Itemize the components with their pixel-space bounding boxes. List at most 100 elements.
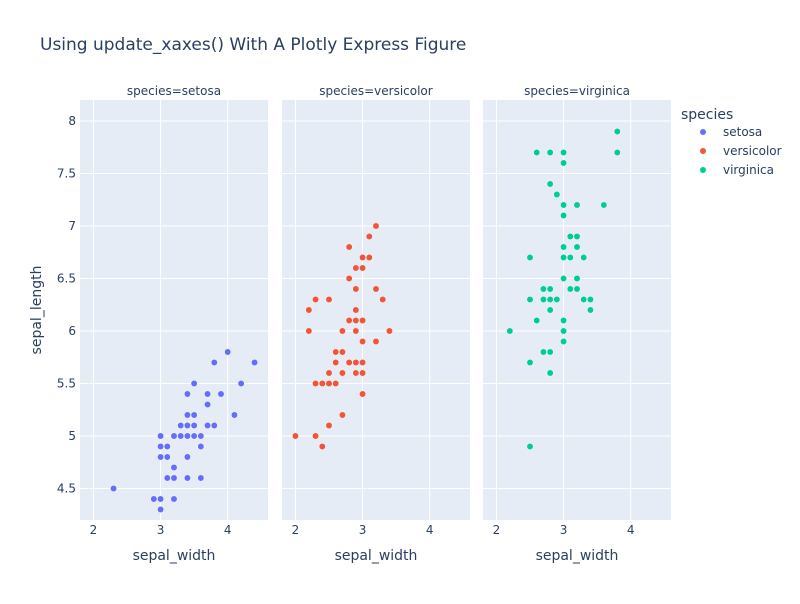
data-point[interactable] <box>345 243 353 251</box>
data-point[interactable] <box>539 296 547 303</box>
data-point[interactable] <box>560 212 568 219</box>
data-point[interactable] <box>533 149 541 156</box>
data-point[interactable] <box>359 369 367 377</box>
data-point[interactable] <box>560 275 568 282</box>
data-point[interactable] <box>210 359 218 366</box>
data-point[interactable] <box>170 464 178 471</box>
data-point[interactable] <box>600 201 608 209</box>
data-point[interactable] <box>183 432 191 440</box>
data-point[interactable] <box>291 432 299 440</box>
data-point[interactable] <box>177 432 185 440</box>
data-point[interactable] <box>560 317 568 324</box>
data-point[interactable] <box>359 338 367 345</box>
data-point[interactable] <box>379 296 387 303</box>
data-point[interactable] <box>305 306 313 314</box>
data-point[interactable] <box>190 380 198 387</box>
data-point[interactable] <box>566 233 574 240</box>
data-point[interactable] <box>338 411 346 419</box>
data-point[interactable] <box>251 359 259 366</box>
data-point[interactable] <box>546 285 554 293</box>
data-point[interactable] <box>157 506 165 513</box>
data-point[interactable] <box>546 180 554 188</box>
data-point[interactable] <box>359 254 367 261</box>
data-point[interactable] <box>210 422 218 429</box>
legend-items[interactable]: setosa versicolor virginica <box>699 125 782 177</box>
data-point[interactable] <box>526 359 534 366</box>
data-point[interactable] <box>560 201 568 209</box>
data-point[interactable] <box>325 369 333 377</box>
data-point[interactable] <box>190 432 198 440</box>
data-point[interactable] <box>183 390 191 398</box>
data-point[interactable] <box>365 233 373 240</box>
data-point[interactable] <box>157 432 165 440</box>
data-point[interactable] <box>526 296 534 303</box>
data-point[interactable] <box>560 243 568 251</box>
data-point[interactable] <box>150 495 158 503</box>
data-point[interactable] <box>546 296 554 303</box>
data-point[interactable] <box>312 432 320 440</box>
data-point[interactable] <box>183 474 191 482</box>
data-point[interactable] <box>539 348 547 356</box>
data-point[interactable] <box>560 254 568 261</box>
data-point[interactable] <box>190 411 198 419</box>
data-point[interactable] <box>560 149 568 156</box>
data-point[interactable] <box>566 254 574 261</box>
data-point[interactable] <box>332 348 340 356</box>
data-point[interactable] <box>372 285 380 293</box>
data-point[interactable] <box>224 348 232 356</box>
data-point[interactable] <box>533 317 541 324</box>
data-point[interactable] <box>204 401 212 408</box>
data-point[interactable] <box>305 327 313 335</box>
data-point[interactable] <box>170 495 178 503</box>
data-point[interactable] <box>506 327 514 335</box>
data-point[interactable] <box>217 390 225 398</box>
legend[interactable]: species setosa versicolor virginica <box>681 107 782 177</box>
data-point[interactable] <box>345 359 353 366</box>
data-point[interactable] <box>183 422 191 429</box>
data-point[interactable] <box>580 296 588 303</box>
data-point[interactable] <box>338 327 346 335</box>
data-point[interactable] <box>230 411 238 419</box>
data-point[interactable] <box>170 432 178 440</box>
data-point[interactable] <box>546 306 554 314</box>
data-point[interactable] <box>359 359 367 366</box>
data-point[interactable] <box>352 306 360 314</box>
data-point[interactable] <box>372 338 380 345</box>
data-point[interactable] <box>318 443 326 450</box>
data-point[interactable] <box>573 275 581 282</box>
data-point[interactable] <box>526 254 534 261</box>
data-point[interactable] <box>546 149 554 156</box>
data-point[interactable] <box>580 254 588 261</box>
data-point[interactable] <box>586 306 594 314</box>
data-point[interactable] <box>553 191 561 198</box>
data-point[interactable] <box>332 380 340 387</box>
data-point[interactable] <box>560 338 568 345</box>
data-point[interactable] <box>332 359 340 366</box>
data-point[interactable] <box>312 296 320 303</box>
data-point[interactable] <box>312 380 320 387</box>
data-point[interactable] <box>546 369 554 377</box>
data-point[interactable] <box>352 317 360 324</box>
data-point[interactable] <box>345 275 353 282</box>
data-point[interactable] <box>372 222 380 230</box>
data-point[interactable] <box>385 327 393 335</box>
data-point[interactable] <box>338 348 346 356</box>
data-point[interactable] <box>157 495 165 503</box>
data-point[interactable] <box>573 243 581 251</box>
legend-item-versicolor[interactable]: versicolor <box>699 144 782 158</box>
data-point[interactable] <box>352 369 360 377</box>
data-point[interactable] <box>183 411 191 419</box>
data-point[interactable] <box>613 128 621 135</box>
data-point[interactable] <box>566 285 574 293</box>
data-point[interactable] <box>573 285 581 293</box>
data-point[interactable] <box>177 422 185 429</box>
data-point[interactable] <box>345 317 353 324</box>
data-point[interactable] <box>352 285 360 293</box>
data-point[interactable] <box>157 443 165 450</box>
data-point[interactable] <box>163 443 171 450</box>
data-point[interactable] <box>352 359 360 366</box>
data-point[interactable] <box>539 285 547 293</box>
data-point[interactable] <box>170 474 178 482</box>
data-point[interactable] <box>325 380 333 387</box>
data-point[interactable] <box>325 296 333 303</box>
